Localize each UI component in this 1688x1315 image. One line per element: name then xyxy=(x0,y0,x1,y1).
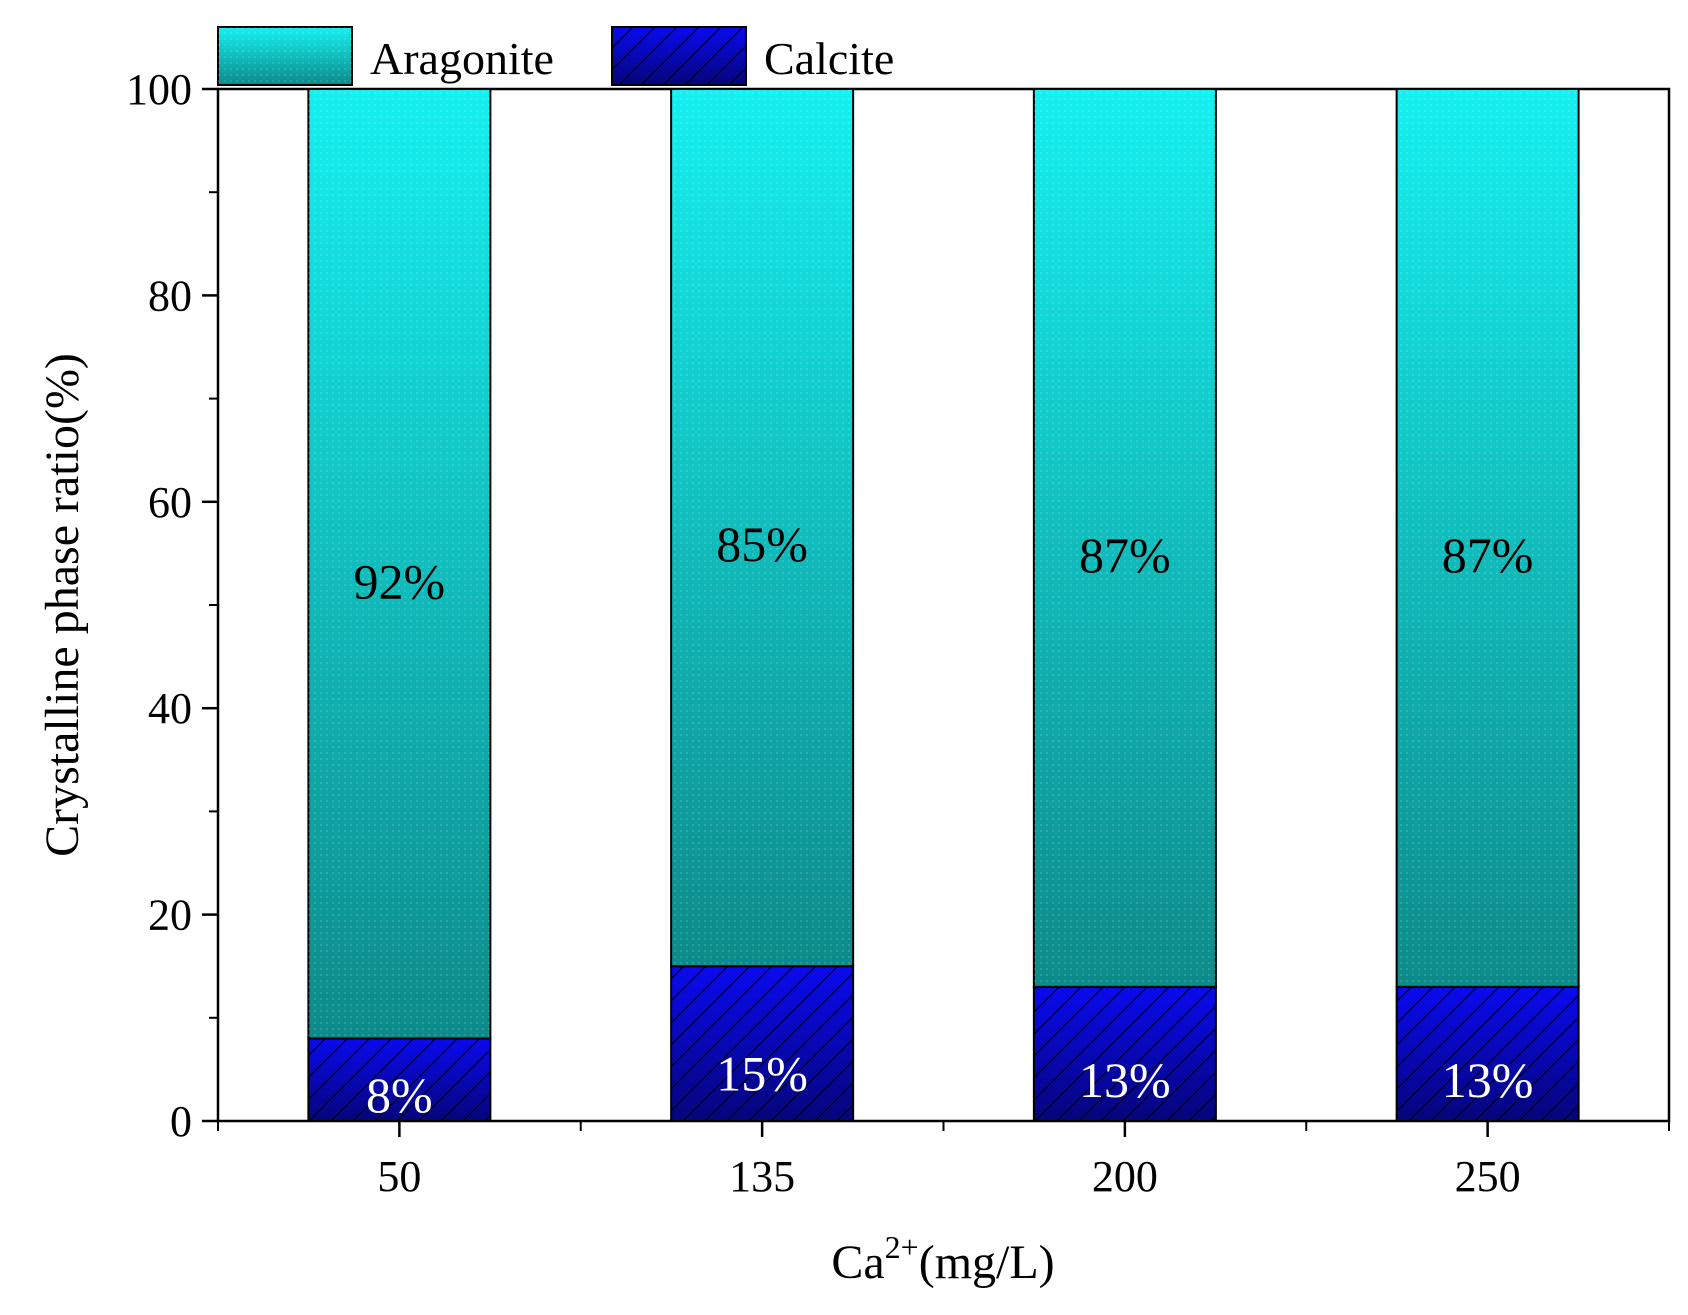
x-axis-label: Ca2+(mg/L) xyxy=(831,1229,1054,1289)
data-label-calcite-250: 13% xyxy=(1442,1052,1534,1108)
x-axis-label-main: Ca xyxy=(831,1236,884,1289)
legend-label-calcite: Calcite xyxy=(764,33,894,84)
data-label-aragonite-200: 87% xyxy=(1079,527,1171,583)
y-tick-label-40: 40 xyxy=(148,684,192,733)
x-axis-label-sup: 2+ xyxy=(885,1229,919,1265)
y-tick-label-20: 20 xyxy=(148,891,192,940)
legend-label-aragonite: Aragonite xyxy=(370,33,554,84)
axes-layer: 50 135 200 250 0 20 40 60 80 100 xyxy=(126,65,1670,1201)
bar-aragonite-texture-135 xyxy=(671,89,854,967)
legend-item-calcite: Calcite xyxy=(611,26,894,86)
data-label-calcite-50: 8% xyxy=(366,1067,433,1123)
data-label-calcite-135: 15% xyxy=(716,1046,808,1102)
legend-swatch-calcite-hatch xyxy=(612,27,746,85)
legend: Aragonite Calcite xyxy=(217,26,894,86)
x-tick-label-250: 250 xyxy=(1455,1152,1521,1201)
x-axis-label-rest: (mg/L) xyxy=(919,1236,1055,1289)
bar-aragonite-texture-50 xyxy=(308,89,491,1039)
y-axis-label: Crystalline phase ratio(%) xyxy=(36,353,89,857)
data-label-calcite-200: 13% xyxy=(1079,1052,1171,1108)
y-tick-label-80: 80 xyxy=(148,271,192,320)
y-tick-label-100: 100 xyxy=(126,65,192,114)
legend-item-aragonite: Aragonite xyxy=(217,26,554,86)
bar-calcite-hatch-200 xyxy=(1032,985,1217,1123)
bar-calcite-hatch-250 xyxy=(1395,985,1580,1123)
bar-aragonite-texture-250 xyxy=(1396,89,1579,987)
data-label-aragonite-50: 92% xyxy=(354,554,446,610)
bar-aragonite-texture-200 xyxy=(1033,89,1216,987)
bar-calcite-hatch-135 xyxy=(670,965,855,1123)
bars-layer: 92% 8% 85% 15% 87% 13% 87% 13% xyxy=(307,88,1580,1123)
x-tick-label-50: 50 xyxy=(377,1152,421,1201)
bar-calcite-hatch-50 xyxy=(307,1037,492,1122)
y-tick-label-60: 60 xyxy=(148,478,192,527)
x-tick-label-200: 200 xyxy=(1092,1152,1158,1201)
legend-swatch-aragonite-texture xyxy=(218,27,352,85)
y-tick-label-0: 0 xyxy=(170,1097,192,1146)
data-label-aragonite-250: 87% xyxy=(1442,527,1534,583)
x-tick-label-135: 135 xyxy=(729,1152,795,1201)
data-label-aragonite-135: 85% xyxy=(716,516,808,572)
